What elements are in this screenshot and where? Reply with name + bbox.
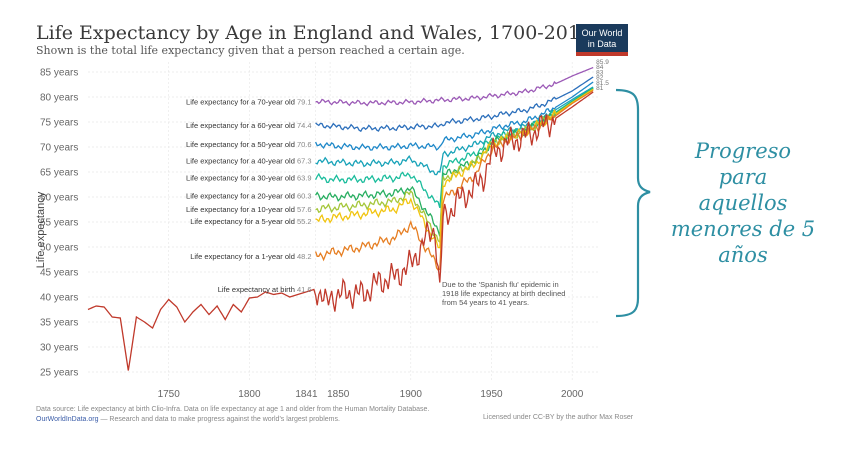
y-axis-ticks: 25 years 30 years 35 years 40 years 45 years… — [40, 68, 78, 379]
site-link[interactable]: OurWorldInData.org — [36, 416, 99, 423]
y-tick-label: 60 years — [40, 193, 78, 204]
y-tick-label: 25 years — [40, 368, 78, 379]
series-start-value: 60.3 — [297, 192, 312, 201]
y-tick-label: 35 years — [40, 318, 78, 329]
series-line — [87, 91, 594, 371]
series-label: Life expectancy for a 50-year old 70.6 — [186, 140, 312, 149]
y-tick-label: 45 years — [40, 268, 78, 279]
series-line — [315, 76, 594, 133]
series-start-value: 79.1 — [297, 98, 312, 107]
end-label: 85.9 — [596, 59, 609, 66]
series-name: Life expectancy for a 10-year old — [186, 205, 297, 214]
chart-subtitle: Shown is the total life expectancy given… — [36, 44, 465, 57]
annotation-line-5: años — [718, 243, 768, 267]
annotation-line-4: menores de 5 — [670, 217, 816, 241]
end-label: 84 — [596, 64, 604, 71]
y-tick-label: 85 years — [40, 68, 78, 79]
data-source-note: Data source: Life expectancy at birth Cl… — [36, 406, 430, 413]
series-start-value: 41.6 — [297, 285, 312, 294]
site-tagline: — Research and data to make progress aga… — [98, 416, 340, 423]
series-label: Life expectancy for a 60-year old 74.4 — [186, 121, 312, 130]
y-tick-label: 75 years — [40, 118, 78, 129]
series-name: Life expectancy for a 30-year old — [186, 174, 297, 183]
curly-bracket — [615, 88, 651, 318]
series-name: Life expectancy for a 50-year old — [186, 140, 297, 149]
series-labels: Life expectancy for a 70-year old 79.1Li… — [186, 98, 312, 295]
spanish-flu-annotation: Due to the 'Spanish flu' epidemic in1918… — [442, 280, 565, 307]
annotation-line: from 54 years to 41 years. — [442, 298, 529, 307]
series-line — [315, 66, 594, 107]
logo-line-1: Our World — [581, 28, 623, 38]
series-label: Life expectancy for a 70-year old 79.1 — [186, 98, 312, 107]
logo-line-2: in Data — [587, 39, 617, 49]
series-lines — [87, 66, 594, 371]
footer-site-line: OurWorldInData.org — Research and data t… — [36, 416, 340, 423]
x-axis-ticks: 1750 1800 1841 1850 1900 1950 2000 — [158, 389, 584, 400]
series-name: Life expectancy at birth — [218, 285, 297, 294]
series-line — [315, 81, 594, 151]
series-label: Life expectancy for a 40-year old 67.3 — [186, 157, 312, 166]
license-note: Licensed under CC-BY by the author Max R… — [483, 414, 634, 421]
series-start-value: 67.3 — [297, 157, 312, 166]
series-label: Life expectancy for a 1-year old 48.2 — [190, 252, 311, 261]
series-start-value: 48.2 — [297, 252, 312, 261]
series-label: Life expectancy at birth 41.6 — [218, 285, 312, 294]
annotation-line-3: aquellos — [698, 191, 788, 215]
series-name: Life expectancy for a 1-year old — [190, 252, 297, 261]
x-tick-label: 1800 — [238, 389, 261, 400]
series-start-value: 70.6 — [297, 140, 312, 149]
series-start-value: 55.2 — [297, 217, 312, 226]
y-tick-label: 65 years — [40, 168, 78, 179]
series-label: Life expectancy for a 10-year old 57.6 — [186, 205, 312, 214]
y-tick-label: 50 years — [40, 243, 78, 254]
x-tick-label: 2000 — [561, 389, 584, 400]
end-label: 82 — [596, 75, 604, 82]
annotation-line: 1918 life expectancy at birth declined — [442, 289, 565, 298]
handwritten-annotation: Progreso para aquellos menores de 5 años — [648, 138, 838, 268]
series-name: Life expectancy for a 60-year old — [186, 121, 297, 130]
end-label: 81 — [596, 85, 604, 92]
chart-title: Life Expectancy by Age in England and Wa… — [36, 22, 593, 44]
series-name: Life expectancy for a 40-year old — [186, 157, 297, 166]
series-label: Life expectancy for a 5-year old 55.2 — [190, 217, 311, 226]
y-axis-label: Life expectancy — [35, 191, 47, 268]
y-tick-label: 30 years — [40, 343, 78, 354]
series-name: Life expectancy for a 5-year old — [190, 217, 297, 226]
series-label: Life expectancy for a 30-year old 63.9 — [186, 174, 312, 183]
y-tick-label: 40 years — [40, 293, 78, 304]
end-label: 81.5 — [596, 80, 609, 87]
end-label: 83 — [596, 69, 604, 76]
x-tick-label: 1841 — [295, 389, 318, 400]
annotation-line-2: para — [718, 165, 768, 189]
y-tick-label: 55 years — [40, 218, 78, 229]
owid-logo[interactable]: Our World in Data — [576, 24, 628, 56]
y-tick-label: 80 years — [40, 93, 78, 104]
annotation-line: Due to the 'Spanish flu' epidemic in — [442, 280, 559, 289]
series-label: Life expectancy for a 20-year old 60.3 — [186, 192, 312, 201]
x-tick-label: 1900 — [400, 389, 423, 400]
y-tick-label: 70 years — [40, 143, 78, 154]
series-name: Life expectancy for a 70-year old — [186, 98, 297, 107]
x-tick-label: 1750 — [158, 389, 181, 400]
x-tick-label: 1950 — [480, 389, 503, 400]
series-name: Life expectancy for a 20-year old — [186, 192, 297, 201]
annotation-line-1: Progreso — [694, 139, 792, 163]
x-tick-label: 1850 — [327, 389, 350, 400]
series-start-value: 57.6 — [297, 205, 312, 214]
series-start-value: 74.4 — [297, 121, 312, 130]
series-start-value: 63.9 — [297, 174, 312, 183]
grid-lines — [88, 62, 598, 382]
